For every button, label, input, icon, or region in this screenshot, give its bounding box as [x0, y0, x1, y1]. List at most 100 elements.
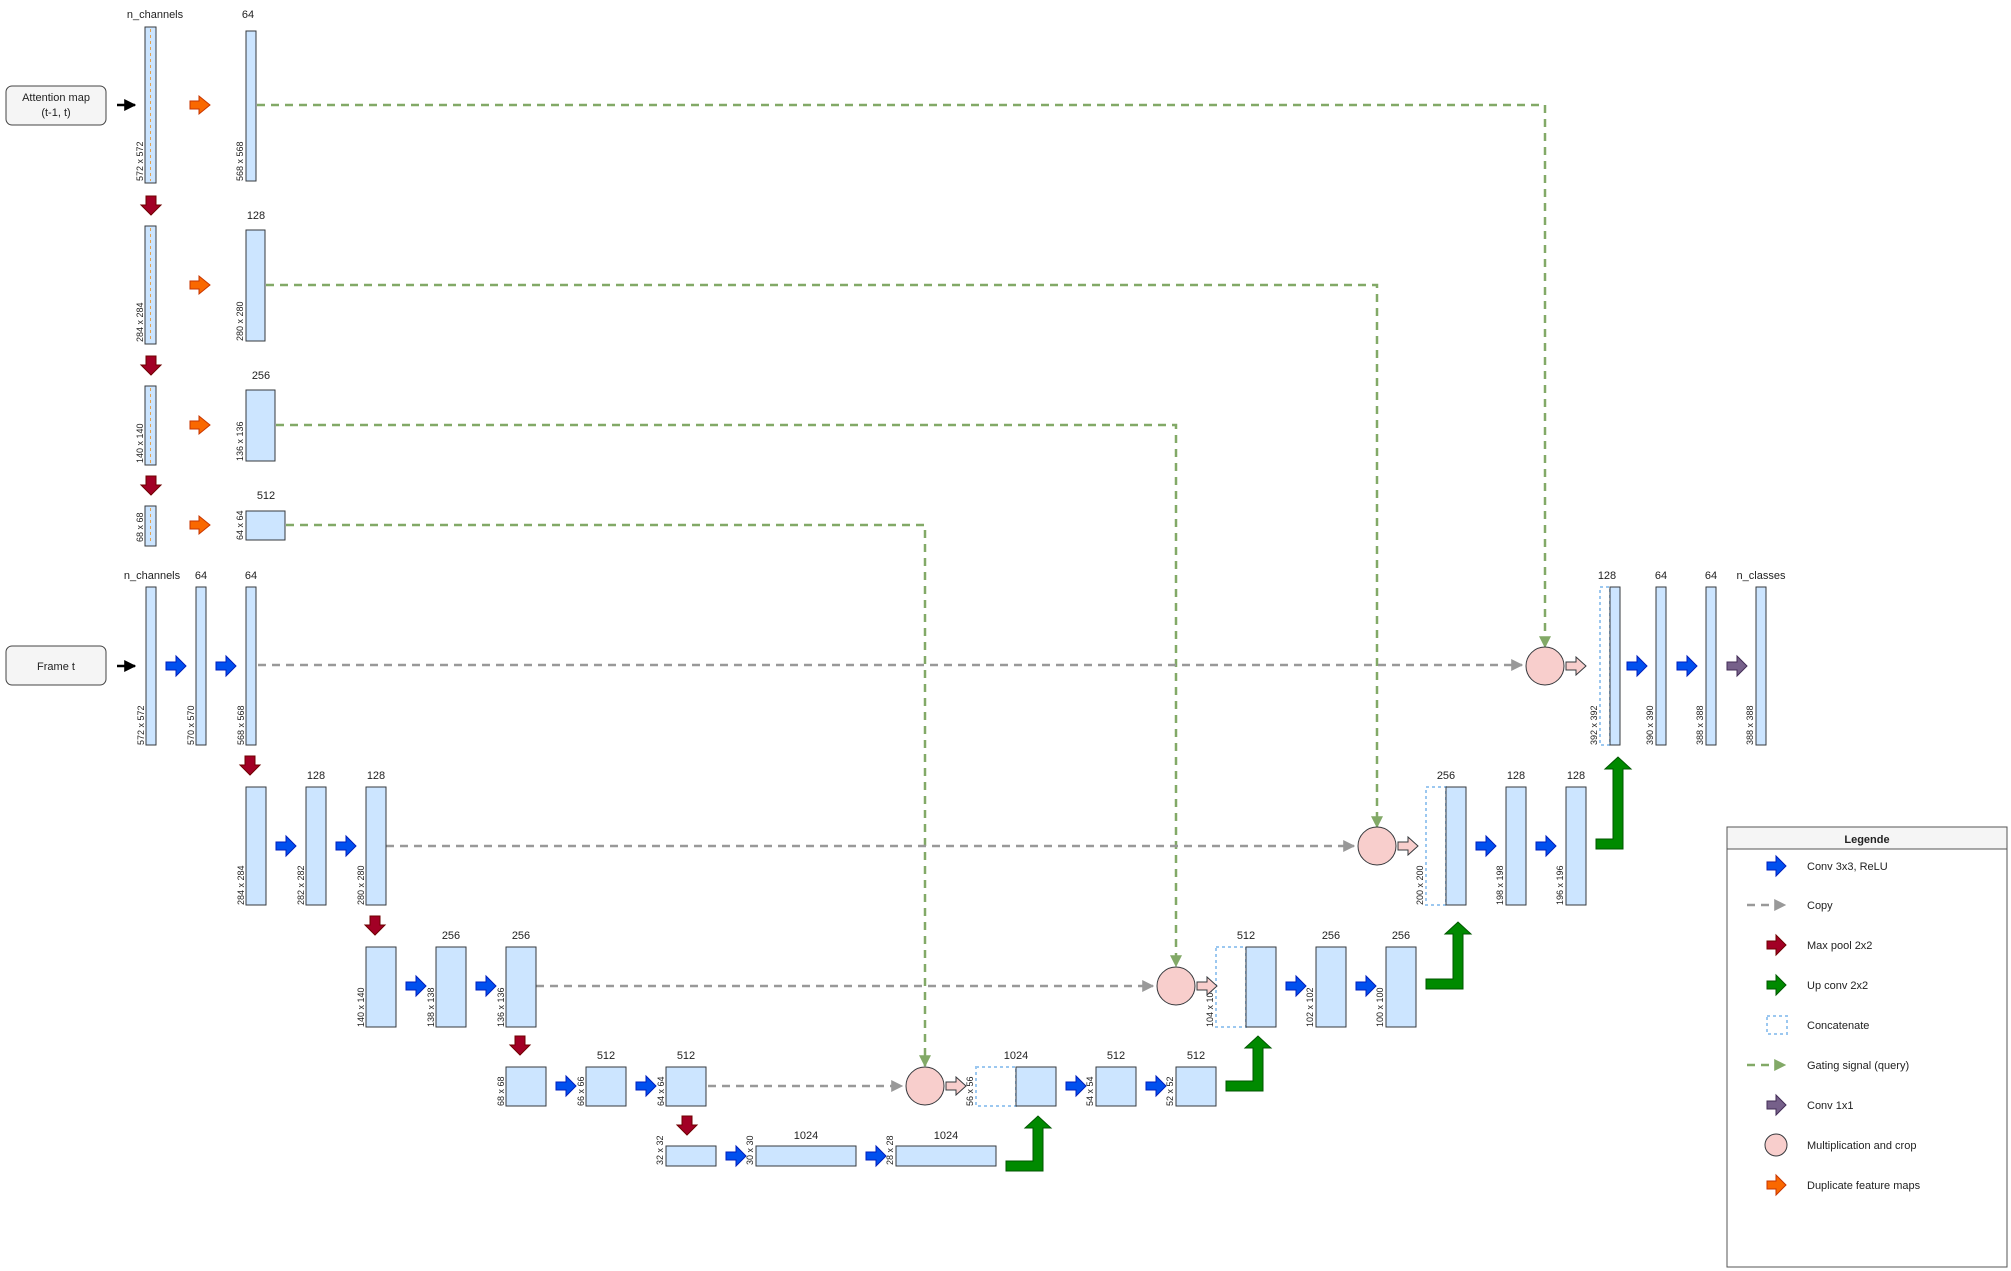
channel-label-64b-encoder: 64	[245, 570, 257, 582]
channel-label-1024-decoder: 1024	[1004, 1050, 1028, 1062]
size-label-570-encoder: 570 x 570	[186, 705, 196, 745]
size-label-388b-output: 388 x 388	[1745, 705, 1755, 745]
channel-label-512a-encoder: 512	[597, 1050, 615, 1062]
channel-label-512-decoder-level3: 512	[1237, 930, 1255, 942]
conv-arrow-icon-e4a	[555, 1074, 577, 1098]
size-label-572-attention: 572 x 572	[135, 141, 145, 181]
size-label-390-decoder: 390 x 390	[1645, 705, 1655, 745]
channel-label-512-attention: 512	[257, 490, 275, 502]
frame-input-block	[145, 586, 157, 746]
channel-label-128a-decoder: 128	[1507, 770, 1525, 782]
encoder-block-512-input	[505, 1066, 547, 1107]
attention-feature-block-128	[245, 229, 266, 342]
label-n-channels-attention: n_channels	[127, 9, 184, 21]
conv-arrow-icon-e2a	[275, 834, 297, 858]
attention-map-input-box	[5, 85, 107, 126]
legend-panel: Legende Conv 3x3, ReLU Copy Max pool 2x2…	[1726, 826, 2008, 1268]
legend-upconv-arrow-icon	[1766, 973, 1787, 997]
size-label-280-attention: 280 x 280	[235, 301, 245, 341]
decoder-block-256b	[1385, 946, 1417, 1028]
decoder-upsampled-block-256	[1445, 786, 1467, 906]
legend-item-label: Up conv 2x2	[1807, 980, 1868, 992]
encoder-block-256a	[435, 946, 467, 1028]
legend-title: Legende	[1844, 834, 1889, 846]
decoder-block-256a	[1315, 946, 1347, 1028]
size-label-200-decoder: 200 x 200	[1415, 865, 1425, 905]
size-label-196-decoder: 196 x 196	[1555, 865, 1565, 905]
frame-label: Frame t	[37, 661, 75, 673]
decoder-upsampled-block-128	[1609, 586, 1621, 746]
encoder-block-128-input	[245, 786, 267, 906]
size-label-140-encoder: 140 x 140	[356, 987, 366, 1027]
decoder-concat-block-200	[1425, 786, 1447, 906]
channel-label-128-decoder-level1: 128	[1598, 570, 1616, 582]
attention-feature-block-512	[245, 510, 286, 541]
encoder-block-256b	[505, 946, 537, 1028]
conv-arrow-icon-e4b	[635, 1074, 657, 1098]
encoder-block-512a	[585, 1066, 627, 1107]
maxpool-arrow-icon-enc3	[508, 1035, 532, 1056]
size-label-32-bottleneck: 32 x 32	[655, 1135, 665, 1165]
channel-label-1024b-bottleneck: 1024	[934, 1130, 958, 1142]
frame-input-box	[5, 645, 107, 686]
attention-pooled-block-140	[144, 385, 157, 466]
duplicate-arrow-icon-3	[189, 414, 211, 436]
size-label-54-decoder: 54 x 54	[1085, 1076, 1095, 1106]
channel-label-256-decoder-level2: 256	[1437, 770, 1455, 782]
decoder-upsampled-block-512	[1245, 946, 1277, 1028]
channel-label-256b-decoder: 256	[1392, 930, 1410, 942]
legend-item-label: Multiplication and crop	[1807, 1140, 1916, 1152]
conv-arrow-icon-d2a	[1475, 834, 1497, 858]
size-label-198-decoder: 198 x 198	[1495, 865, 1505, 905]
legend-item-label: Concatenate	[1807, 1020, 1869, 1032]
attention-feature-block-256	[245, 389, 276, 462]
upconv-arrow-icon-3	[1425, 921, 1473, 990]
label-n-channels-frame: n_channels	[124, 570, 181, 582]
channel-label-64-attention: 64	[242, 9, 254, 21]
maxpool-arrow-icon-enc1	[238, 755, 262, 776]
size-label-284-encoder: 284 x 284	[236, 865, 246, 905]
encoder-block-128a	[305, 786, 327, 906]
size-label-568-encoder: 568 x 568	[236, 705, 246, 745]
legend-item-label: Max pool 2x2	[1807, 940, 1872, 952]
size-label-280-encoder: 280 x 280	[356, 865, 366, 905]
legend-duplicate-arrow-icon	[1766, 1173, 1787, 1197]
conv-arrow-icon-d4b	[1145, 1074, 1167, 1098]
decoder-block-512b	[1175, 1066, 1217, 1107]
size-label-140-attention: 140 x 140	[135, 423, 145, 463]
size-label-68-attention: 68 x 68	[135, 512, 145, 542]
encoder-block-64b	[245, 586, 257, 746]
channel-label-128-attention: 128	[247, 210, 265, 222]
size-label-66-encoder: 66 x 66	[576, 1076, 586, 1106]
label-n-classes: n_classes	[1737, 570, 1786, 582]
attention-pooled-block-68	[144, 505, 157, 547]
size-label-568-attention: 568 x 568	[235, 141, 245, 181]
channel-label-1024a-bottleneck: 1024	[794, 1130, 818, 1142]
decoder-concat-block-56	[975, 1066, 1017, 1107]
gating-line-512	[286, 523, 931, 1068]
decoder-block-128b	[1565, 786, 1587, 906]
channel-label-64b-decoder: 64	[1705, 570, 1717, 582]
channel-label-64a-decoder: 64	[1655, 570, 1667, 582]
legend-item-label: Duplicate feature maps	[1807, 1180, 1921, 1192]
channel-label-512b-decoder: 512	[1187, 1050, 1205, 1062]
conv-arrow-icon-d3a	[1285, 974, 1307, 998]
conv-arrow-icon-e1b	[215, 654, 237, 678]
attention-map-label-line1: Attention map	[22, 92, 90, 104]
conv-arrow-icon-e2b	[335, 834, 357, 858]
upconv-arrow-icon-2	[1225, 1035, 1273, 1092]
size-label-388a-decoder: 388 x 388	[1695, 705, 1705, 745]
legend-item-label: Conv 3x3, ReLU	[1807, 861, 1888, 873]
size-label-56-decoder: 56 x 56	[965, 1076, 975, 1106]
conv-arrow-icon-b2	[865, 1144, 887, 1168]
channel-label-512a-decoder: 512	[1107, 1050, 1125, 1062]
legend-maxpool-arrow-icon	[1766, 933, 1787, 957]
multiply-node-level2	[1357, 826, 1419, 866]
decoder-block-512a	[1095, 1066, 1137, 1107]
duplicate-arrow-icon-4	[189, 514, 211, 536]
size-label-102-decoder: 102 x 102	[1305, 987, 1315, 1027]
channel-label-128b-encoder: 128	[367, 770, 385, 782]
gating-line-64	[257, 103, 1551, 649]
maxpool-arrow-icon-att2	[139, 355, 163, 376]
